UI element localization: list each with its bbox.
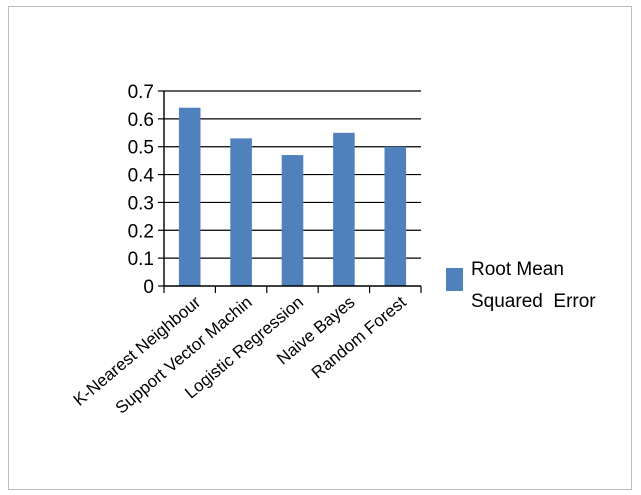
legend-label-line-1: Root Mean xyxy=(471,259,564,280)
y-tick-label: 0.4 xyxy=(128,166,155,187)
y-tick-labels: 0 0.1 0.2 0.3 0.4 0.5 0.6 0.7 xyxy=(128,82,155,298)
axes xyxy=(158,90,422,293)
y-tick-label: 0.5 xyxy=(128,138,154,159)
bars xyxy=(178,107,407,286)
y-tick-label: 0.2 xyxy=(128,221,154,242)
chart-frame: 0 0.1 0.2 0.3 0.4 0.5 0.6 0.7 K-Nearest Neighbo… xyxy=(8,6,632,490)
bar xyxy=(384,146,407,286)
legend-swatch xyxy=(446,268,463,291)
y-tick-label: 0.3 xyxy=(128,193,154,214)
y-tick-label: 0.1 xyxy=(128,249,154,270)
bar xyxy=(333,132,355,286)
bar xyxy=(281,155,304,286)
legend-label-line-2: Squared Error xyxy=(471,291,596,312)
y-tick-label: 0 xyxy=(143,277,154,298)
y-tick-label: 0.6 xyxy=(128,110,154,131)
bar xyxy=(178,107,201,286)
bar xyxy=(230,138,252,286)
legend: Root Mean Squared Error xyxy=(446,259,596,312)
chart-svg: 0 0.1 0.2 0.3 0.4 0.5 0.6 0.7 K-Nearest Neighbo… xyxy=(70,82,597,418)
y-tick-label: 0.7 xyxy=(128,82,154,103)
x-category-label: Random Forest xyxy=(308,292,410,382)
